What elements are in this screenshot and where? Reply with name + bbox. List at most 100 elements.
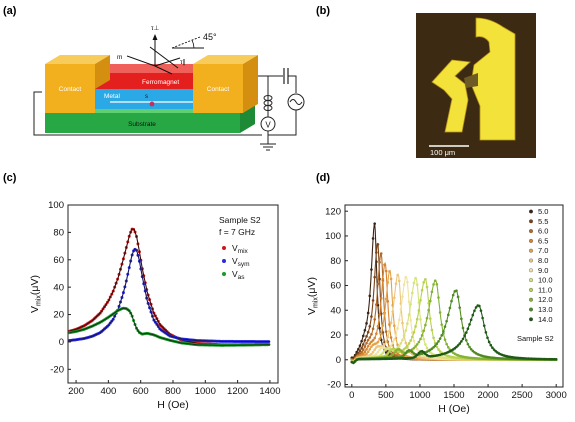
y-tick-label: 40	[53, 282, 64, 293]
legend-label: 13.0	[538, 305, 553, 314]
legend-marker	[529, 229, 533, 234]
y-tick-label: 60	[53, 255, 64, 266]
legend-marker	[529, 258, 533, 263]
y-tick-label: 100	[48, 200, 64, 211]
legend-marker	[222, 246, 226, 250]
series-sym	[68, 247, 271, 344]
series-as	[68, 306, 271, 347]
chart-c-ticks: 200 400 600 800 1000 1200 1400 -20 0 20 40 60 80 100	[48, 200, 280, 397]
x-tick-label: 1000	[195, 386, 216, 397]
device-schematic: V Substrate Metal s Ferromagnet Contact	[33, 25, 305, 151]
contact-right	[193, 64, 243, 113]
chart-d-y-axis-label-unit: (μV)	[306, 277, 318, 297]
sample-gap	[464, 73, 478, 88]
chart-d-ticks: 0 500 1000 1500 2000 2500 3000 -20 0 20 40 60 80 100 1…	[325, 206, 567, 401]
chart-c-y-axis-label-unit: (μV)	[29, 275, 41, 295]
y-tick-label: 80	[330, 256, 341, 267]
y-tick-label: 0	[336, 355, 341, 366]
y-tick-label: 100	[325, 231, 341, 242]
fit-line-mix	[69, 228, 270, 346]
y-tick-label: 20	[330, 330, 341, 341]
electrode-lower	[431, 59, 471, 133]
scale-bar-label: 100 μm	[430, 148, 455, 157]
metal-layer	[95, 89, 205, 109]
contact-left	[45, 64, 95, 113]
x-tick-label: 0	[349, 390, 354, 401]
legend-label-mix: Vmix	[232, 243, 249, 255]
legend-label: 6.0	[538, 227, 548, 236]
torque-vectors	[126, 34, 181, 75]
chart-c-marks	[68, 227, 271, 347]
chart-c-x-axis-label: H (Oe)	[157, 399, 189, 411]
hu-symbol: τ⊥	[151, 25, 160, 32]
panel-label-c: (c)	[3, 172, 17, 184]
chart-c-annotation-frequency: f = 7 GHz	[219, 227, 255, 237]
ferromagnet-label: Ferromagnet	[142, 79, 179, 86]
x-tick-label: 400	[100, 386, 116, 397]
legend-label: 10.0	[538, 276, 553, 285]
y-tick-label: 0	[59, 337, 64, 348]
fit-line-sym	[69, 248, 270, 343]
x-tick-label: 1400	[259, 386, 280, 397]
contact-left-label: Contact	[59, 86, 82, 93]
chart-d-x-axis-label: H (Oe)	[438, 403, 470, 415]
x-tick-label: 800	[165, 386, 181, 397]
y-tick-label: 80	[53, 228, 64, 239]
curve-14.0	[351, 304, 557, 364]
legend-label: 6.5	[538, 236, 548, 245]
y-tick-label: -20	[50, 365, 64, 376]
x-tick-label: 1200	[227, 386, 248, 397]
electrode-upper	[470, 17, 516, 141]
legend-marker	[529, 238, 533, 243]
voltmeter-icon	[260, 116, 276, 132]
legend-marker	[529, 317, 533, 322]
angle-line	[171, 36, 201, 49]
series-6.0	[350, 252, 558, 362]
legend-marker	[529, 287, 533, 292]
chart-d-marks	[350, 222, 558, 365]
chart-d-legend: 5.05.56.06.57.08.09.010.011.012.013.014.…	[529, 207, 553, 324]
chart-c: 200 400 600 800 1000 1200 1400-20020406080100 …	[29, 200, 280, 411]
chart-d-y-axis-label-main: V	[306, 308, 318, 315]
y-tick-label: 60	[330, 281, 341, 292]
x-tick-label: 1000	[409, 390, 430, 401]
tau-symbol: τ∥	[180, 58, 186, 66]
y-tick-label: 40	[330, 305, 341, 316]
x-tick-label: 2500	[512, 390, 533, 401]
micrograph: 100 μm	[416, 13, 536, 158]
legend-label: 12.0	[538, 295, 553, 304]
x-tick-label: 3000	[546, 390, 567, 401]
legend-marker	[529, 248, 533, 253]
inductor-icon	[263, 95, 273, 111]
legend-marker	[529, 268, 533, 273]
chart-d-legend-note: Sample S2	[517, 334, 554, 343]
legend-marker	[529, 209, 533, 214]
legend-label: 5.0	[538, 207, 548, 216]
legend-label: 11.0	[538, 285, 552, 294]
contact-right-label: Contact	[207, 86, 230, 93]
legend-label: 8.0	[538, 256, 548, 265]
chart-c-y-axis-label: Vmix(μV)	[29, 275, 43, 313]
x-tick-label: 500	[378, 390, 394, 401]
legend-marker	[222, 272, 226, 276]
legend-label-sym: Vsym	[232, 256, 250, 268]
x-tick-label: 1500	[443, 390, 464, 401]
fit-line-as	[69, 307, 270, 346]
legend-label-as: Vas	[232, 269, 245, 281]
panel-label-a: (a)	[3, 5, 17, 17]
legend-marker	[222, 259, 226, 263]
chart-c-y-axis-label-sub: mix	[36, 295, 43, 306]
y-tick-label: 20	[53, 310, 64, 321]
series-14.0	[350, 304, 558, 365]
ferromagnet-layer	[95, 73, 205, 89]
legend-label: 14.0	[538, 315, 553, 324]
legend-marker	[529, 278, 533, 283]
substrate-label: Substrate	[128, 121, 156, 128]
chart-d: 0 500 1000 1500 2000 2500 3000 -20 0 20 40 60 80 100 1…	[306, 204, 567, 415]
substrate-layer	[45, 113, 240, 133]
voltmeter-label: V	[265, 121, 271, 130]
chart-d-y-axis-label: Vmix(μV)	[306, 277, 320, 315]
legend-label: 9.0	[538, 266, 548, 275]
